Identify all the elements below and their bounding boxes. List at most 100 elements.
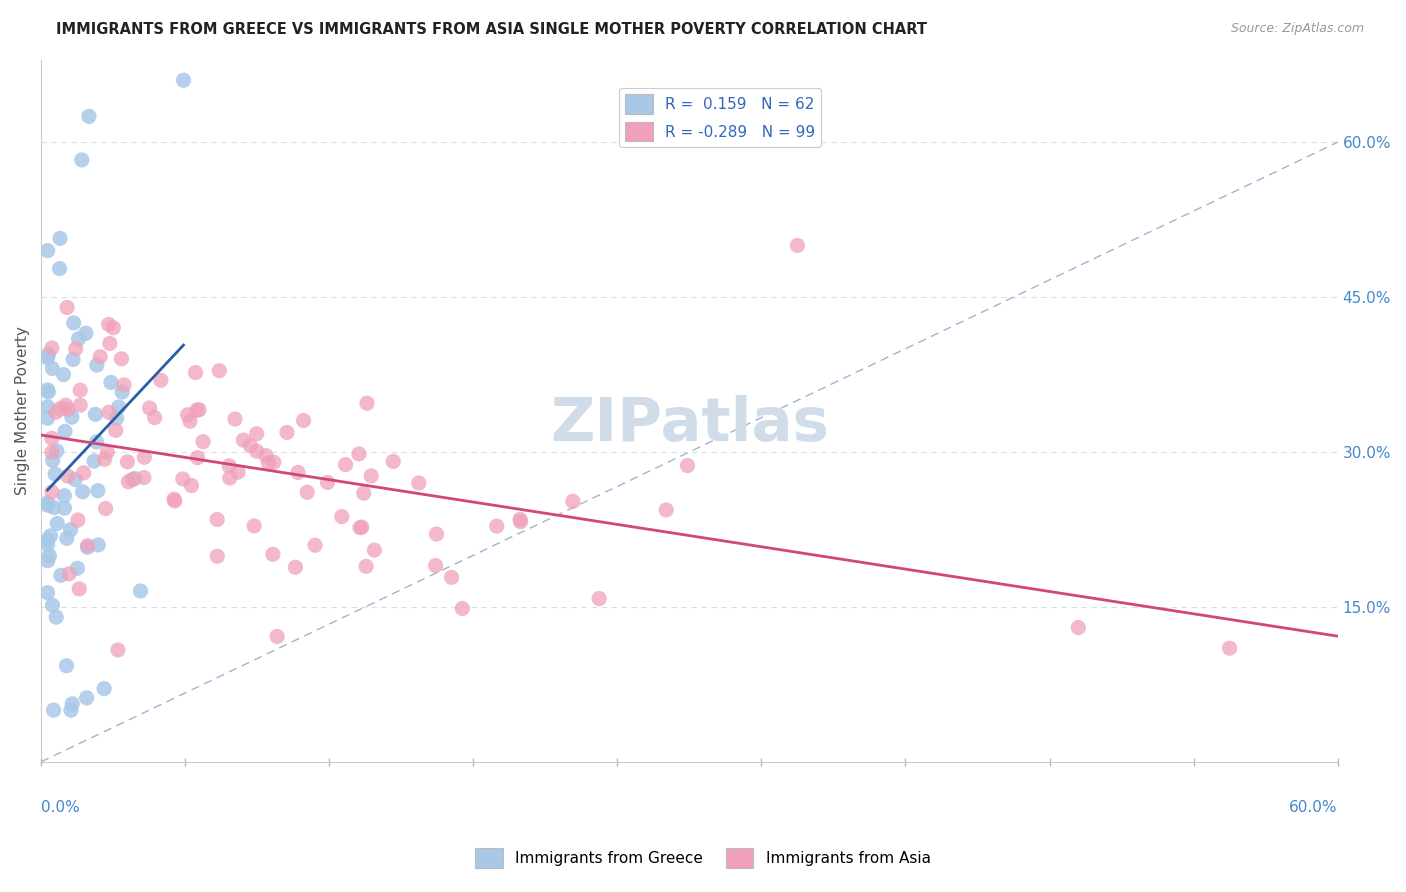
Point <box>112 378 135 392</box>
Point <box>76 690 98 705</box>
Point <box>107 643 129 657</box>
Point <box>354 559 377 574</box>
Point <box>83 454 105 468</box>
Point <box>37 351 59 365</box>
Point <box>75 326 97 341</box>
Point <box>350 520 373 534</box>
Point <box>41 599 63 613</box>
Point <box>316 475 339 490</box>
Point <box>226 465 249 479</box>
Point <box>440 570 463 584</box>
Point <box>353 486 375 500</box>
Point <box>37 498 59 512</box>
Point <box>38 549 60 563</box>
Point <box>37 538 59 552</box>
Point <box>87 483 110 498</box>
Point <box>86 434 108 449</box>
Point <box>37 348 59 362</box>
Point <box>132 470 155 484</box>
Point <box>53 489 76 503</box>
Point <box>69 383 91 397</box>
Point <box>59 523 82 537</box>
Point <box>408 475 430 490</box>
Point <box>89 350 111 364</box>
Point <box>143 410 166 425</box>
Point <box>451 601 474 615</box>
Point <box>188 402 211 417</box>
Point <box>56 531 79 545</box>
Point <box>103 320 125 334</box>
Point <box>52 368 75 382</box>
Point <box>786 238 808 252</box>
Point <box>49 231 72 245</box>
Point <box>276 425 298 440</box>
Point <box>44 467 66 481</box>
Y-axis label: Single Mother Poverty: Single Mother Poverty <box>15 326 30 495</box>
Point <box>184 366 207 380</box>
Point <box>121 473 143 487</box>
Point <box>485 519 508 533</box>
Point <box>55 658 77 673</box>
Point <box>37 496 59 510</box>
Point <box>66 513 89 527</box>
Point <box>60 697 83 711</box>
Point <box>105 411 128 425</box>
Point <box>111 384 134 399</box>
Point <box>46 516 69 531</box>
Point <box>163 494 186 508</box>
Point <box>49 568 72 582</box>
Point <box>48 261 70 276</box>
Point <box>180 478 202 492</box>
Point <box>41 431 63 445</box>
Point <box>39 529 62 543</box>
Point <box>70 153 93 167</box>
Point <box>86 358 108 372</box>
Point <box>45 443 67 458</box>
Point <box>655 503 678 517</box>
Point <box>363 543 385 558</box>
Point <box>509 515 531 529</box>
Point <box>263 455 285 469</box>
Point <box>243 519 266 533</box>
Point <box>163 492 186 507</box>
Text: Source: ZipAtlas.com: Source: ZipAtlas.com <box>1230 22 1364 36</box>
Point <box>53 425 76 439</box>
Legend: Immigrants from Greece, Immigrants from Asia: Immigrants from Greece, Immigrants from … <box>470 842 936 873</box>
Point <box>257 456 280 470</box>
Point <box>93 452 115 467</box>
Point <box>138 401 160 415</box>
Point <box>676 458 699 473</box>
Point <box>84 408 107 422</box>
Point <box>77 109 100 123</box>
Point <box>67 332 90 346</box>
Text: IMMIGRANTS FROM GREECE VS IMMIGRANTS FROM ASIA SINGLE MOTHER POVERTY CORRELATION: IMMIGRANTS FROM GREECE VS IMMIGRANTS FRO… <box>56 22 927 37</box>
Point <box>425 558 447 573</box>
Point <box>208 364 231 378</box>
Point <box>62 316 84 330</box>
Point <box>107 400 129 414</box>
Point <box>42 703 65 717</box>
Point <box>69 398 91 412</box>
Point <box>100 376 122 390</box>
Point <box>224 412 246 426</box>
Point <box>172 73 194 87</box>
Point <box>37 554 59 568</box>
Point <box>55 398 77 412</box>
Point <box>149 373 172 387</box>
Point <box>37 585 59 599</box>
Point <box>284 560 307 574</box>
Point <box>292 413 315 427</box>
Point <box>179 414 201 428</box>
Point <box>176 408 198 422</box>
Point <box>134 450 156 465</box>
Point <box>218 458 240 473</box>
Point <box>76 541 98 555</box>
Point <box>110 351 132 366</box>
Point <box>191 434 214 449</box>
Point <box>335 458 357 472</box>
Point <box>60 410 83 425</box>
Point <box>87 538 110 552</box>
Point <box>246 444 269 458</box>
Point <box>42 500 65 515</box>
Point <box>73 466 96 480</box>
